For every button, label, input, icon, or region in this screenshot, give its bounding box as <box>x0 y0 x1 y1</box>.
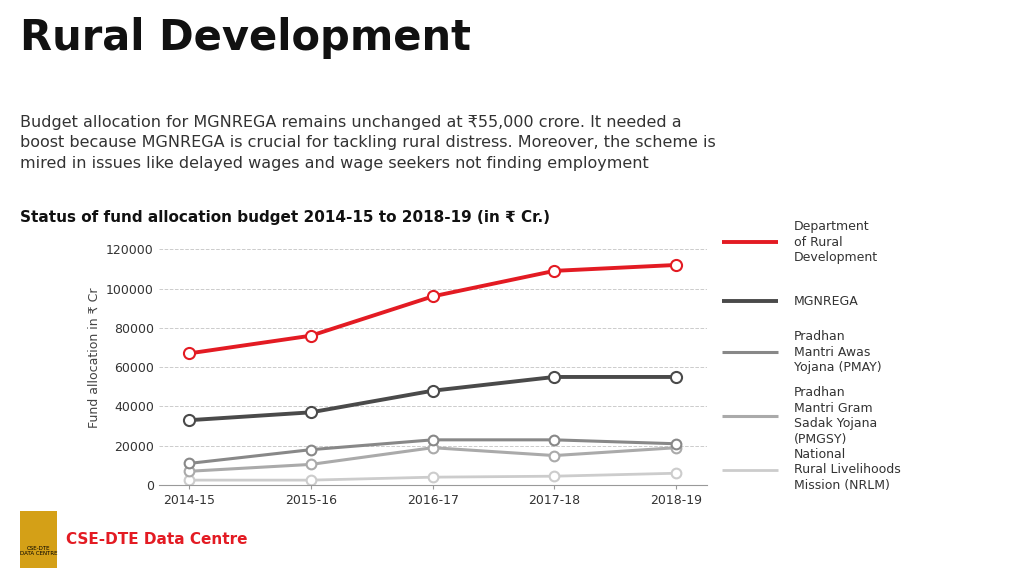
Text: MGNREGA: MGNREGA <box>795 294 859 308</box>
Text: Department
of Rural
Development: Department of Rural Development <box>795 220 879 265</box>
Text: Status of fund allocation budget 2014-15 to 2018-19 (in ₹ Cr.): Status of fund allocation budget 2014-15… <box>20 210 551 224</box>
Text: Rural Development: Rural Development <box>20 17 471 59</box>
Text: Budget allocation for MGNREGA remains unchanged at ₹55,000 crore. It needed a
bo: Budget allocation for MGNREGA remains un… <box>20 115 716 170</box>
Text: CSE-DTE Data Centre: CSE-DTE Data Centre <box>66 532 247 547</box>
Text: National
Rural Livelihoods
Mission (NRLM): National Rural Livelihoods Mission (NRLM… <box>795 448 901 492</box>
Y-axis label: Fund allocation in ₹ Cr: Fund allocation in ₹ Cr <box>87 287 100 428</box>
Text: Pradhan
Mantri Gram
Sadak Yojana
(PMGSY): Pradhan Mantri Gram Sadak Yojana (PMGSY) <box>795 386 878 446</box>
Bar <box>20 511 57 568</box>
Text: CSE-DTE
DATA CENTRE: CSE-DTE DATA CENTRE <box>20 546 57 556</box>
Text: Pradhan
Mantri Awas
Yojana (PMAY): Pradhan Mantri Awas Yojana (PMAY) <box>795 330 882 374</box>
